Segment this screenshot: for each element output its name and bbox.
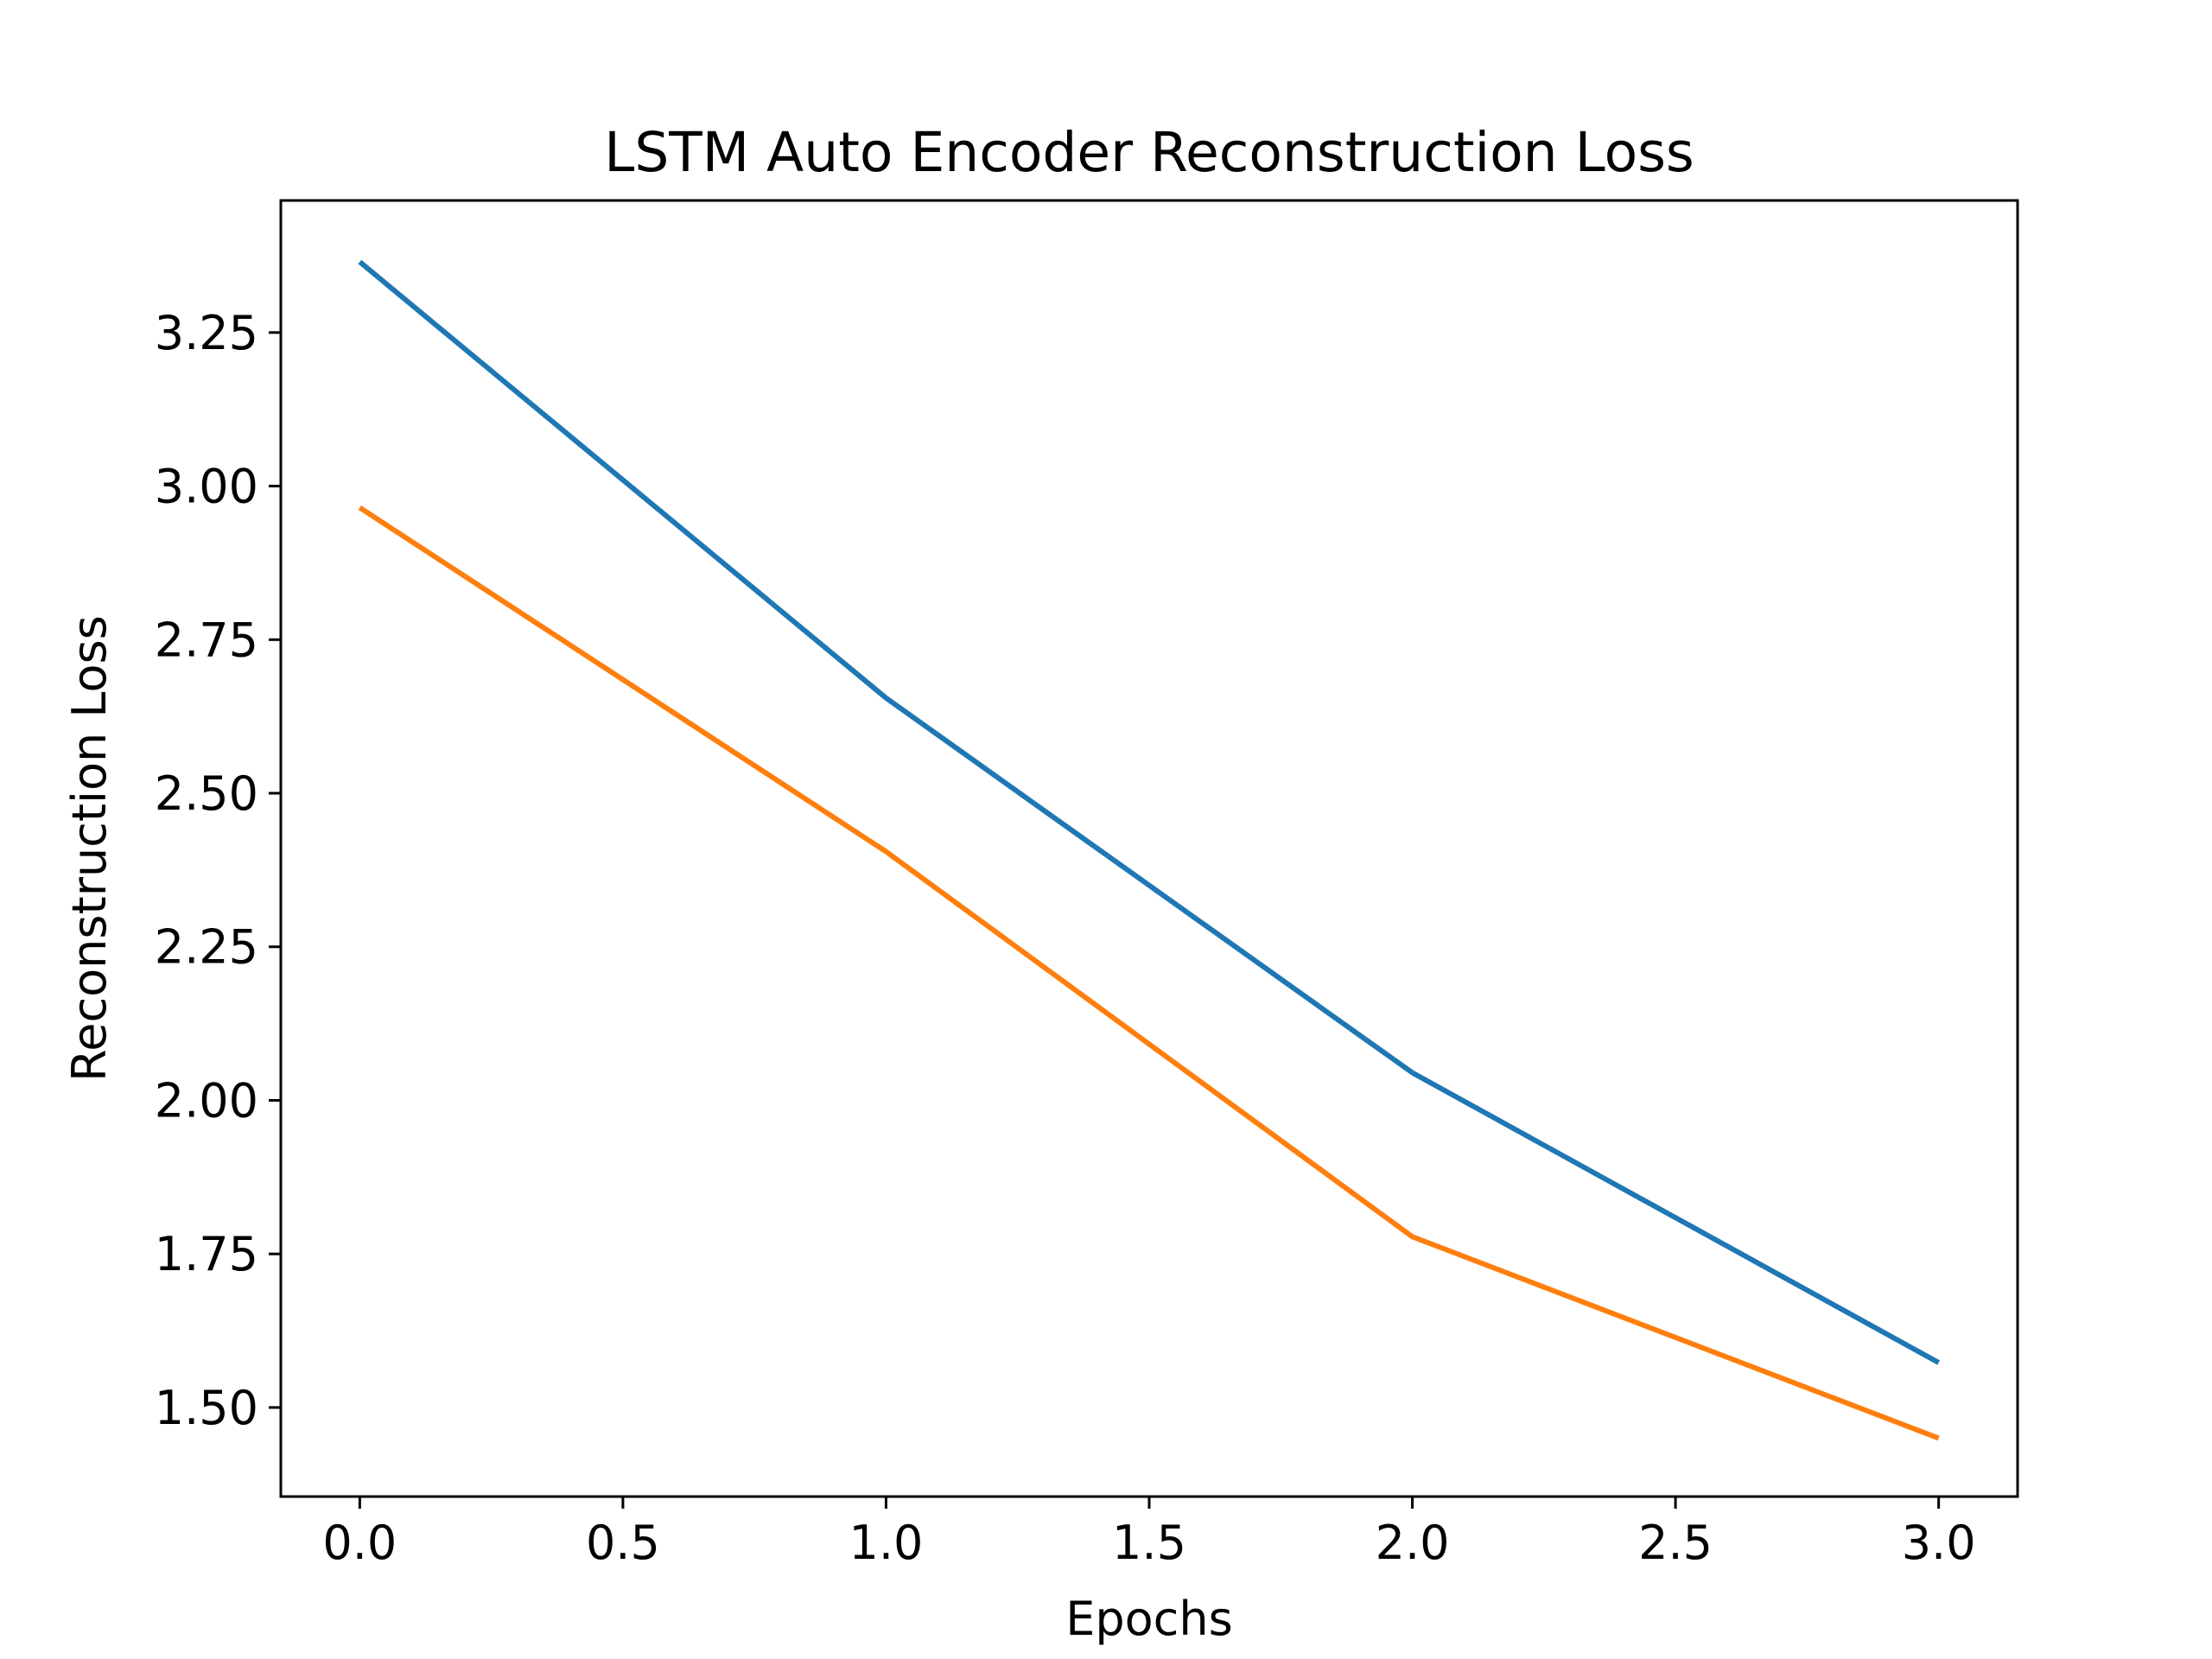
x-tick-label: 1.5 [1112,1516,1186,1570]
x-tick-label: 0.0 [322,1516,397,1570]
plot-area-frame [279,199,2019,1498]
y-tick-label: 2.25 [155,920,258,975]
x-tick-label: 2.0 [1376,1516,1450,1570]
series-layer [358,259,1941,1441]
series-line-1 [358,259,1941,1365]
y-tick-label: 2.50 [155,766,258,821]
y-tick-label: 3.00 [155,460,258,514]
x-tick-label: 3.0 [1902,1516,1976,1570]
x-tick-label: 2.5 [1638,1516,1713,1570]
chart-title: LSTM Auto Encoder Reconstruction Loss [604,121,1694,184]
y-tick-label: 3.25 [155,306,258,360]
y-tick-label: 2.75 [155,613,258,667]
y-tick-label: 2.00 [155,1073,258,1128]
y-tick-label: 1.50 [155,1381,258,1435]
series-line-2 [358,505,1940,1441]
x-tick-label: 1.0 [849,1516,924,1570]
x-axis-label: Epochs [1065,1592,1232,1646]
y-axis-label: Reconstruction Loss [62,615,117,1082]
y-axis-ticks: 1.50 1.75 2.00 2.25 2.50 2.75 3.00 3.25 [155,306,281,1435]
y-tick-label: 1.75 [155,1227,258,1281]
x-axis-ticks: 0.0 0.5 1.0 1.5 2.0 2.5 3.0 [322,1497,1976,1570]
x-tick-label: 0.5 [586,1516,660,1570]
